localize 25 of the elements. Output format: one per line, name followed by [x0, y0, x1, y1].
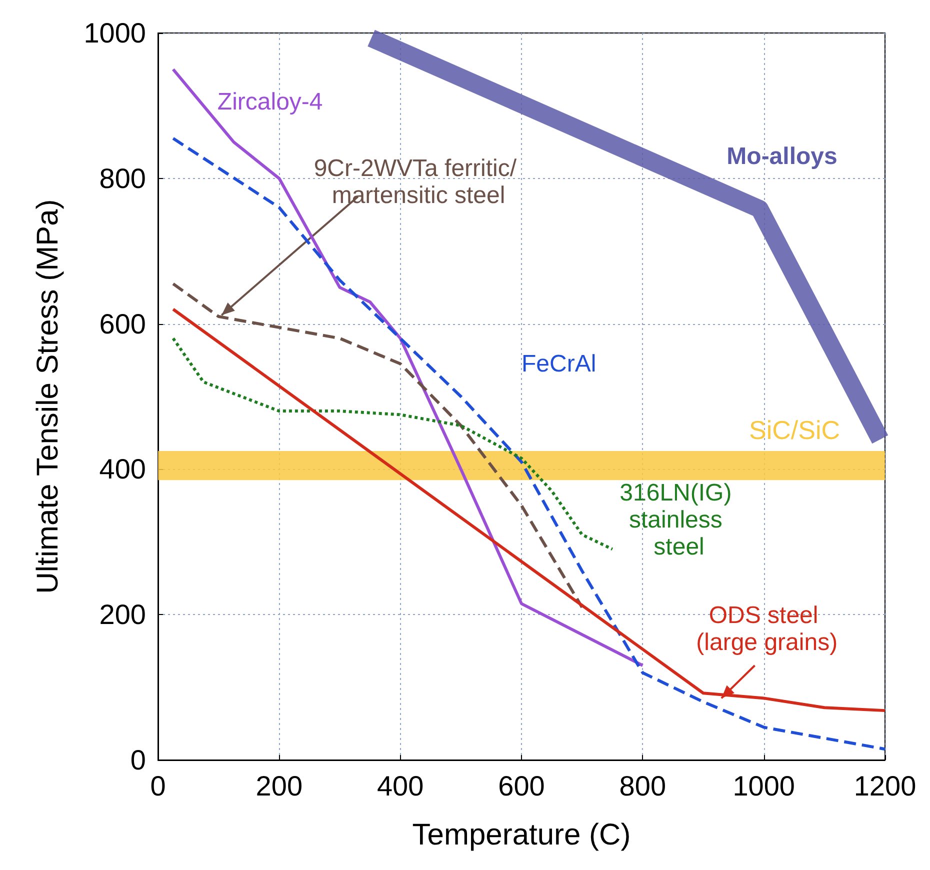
x-tick-label: 600: [498, 770, 545, 802]
line-series: [172, 136, 886, 751]
y-tick-label: 400: [99, 454, 146, 485]
x-tick-label: 400: [376, 770, 424, 802]
x-tick-label: 200: [256, 770, 303, 802]
series-label: ODS steel (large grains): [696, 602, 838, 656]
y-tick-label: 0: [130, 744, 146, 776]
x-tick-label: 0: [150, 770, 166, 802]
line-series: [172, 336, 614, 551]
x-axis-title: Temperature (C): [412, 818, 631, 852]
series-label: 316LN(IG) stainless steel: [620, 480, 738, 561]
x-tick-label: 1200: [854, 770, 916, 802]
y-axis-title: Ultimate Tensile Stress (MPa): [32, 199, 64, 594]
band-label: SiC/SiC: [748, 415, 840, 446]
x-tick-label: 800: [619, 770, 666, 802]
text: 9Cr-2WVTa ferritic/ martensitic steel: [314, 155, 524, 210]
y-tick-label: 200: [99, 599, 146, 630]
y-tick-label: 800: [99, 162, 146, 194]
text: FeCrAl: [522, 350, 596, 378]
series-label: Mo-alloys: [726, 143, 838, 170]
y-tick-label: 600: [99, 308, 146, 340]
series-label: Zircaloy-4: [217, 88, 323, 116]
y-tick-label: 1000: [84, 18, 146, 48]
x-tick-label: 1000: [732, 770, 795, 802]
line-series: [172, 308, 886, 712]
